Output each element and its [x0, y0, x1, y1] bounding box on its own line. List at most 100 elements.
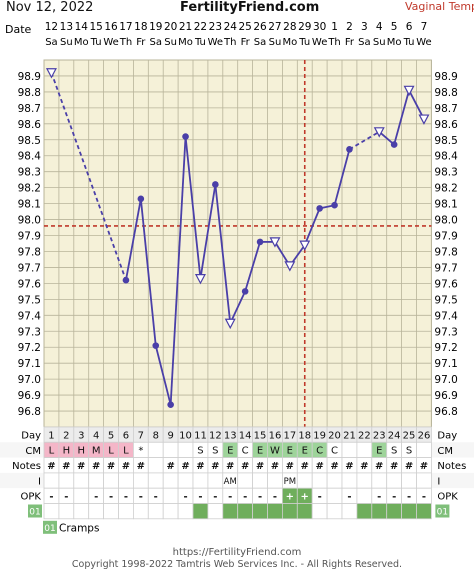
temp-segment — [125, 198, 142, 281]
row-cell — [237, 472, 253, 489]
y-tick-label-right: 97.2 — [434, 342, 457, 354]
cycle-cell — [281, 503, 298, 520]
row-cell — [416, 441, 432, 458]
row-cell-text: M — [92, 446, 101, 457]
y-tick-label-right: 97.7 — [434, 262, 457, 274]
row-cell-text: W — [270, 446, 280, 457]
row-cell — [416, 472, 432, 489]
temp-segment — [184, 136, 202, 279]
cycle-cell — [43, 503, 60, 520]
weekday-label: Th — [119, 37, 132, 48]
temp-point-open — [194, 274, 206, 285]
weekday-label: Sa — [45, 37, 57, 48]
row-cell-text: # — [256, 461, 264, 472]
weekday-label: Sa — [358, 37, 370, 48]
y-tick-label-right: 98.5 — [434, 135, 457, 147]
footer-copyright: Copyright 1998-2022 Tamtris Web Services… — [71, 559, 403, 570]
y-tick-label-left: 98.7 — [18, 103, 41, 115]
temp-segment — [408, 89, 425, 120]
y-tick-label-right: 98.3 — [434, 167, 457, 179]
y-tick-label-left: 98.1 — [18, 199, 41, 211]
row-cell-text: # — [196, 461, 204, 472]
row-cell — [192, 472, 209, 489]
y-tick-label-left: 97.2 — [18, 342, 41, 354]
y-tick-label-left: 96.9 — [18, 390, 41, 402]
footer-url[interactable]: https://FertilityFriend.com — [172, 547, 302, 558]
row-cell-text: 1 — [48, 430, 54, 441]
temp-point-open — [45, 68, 57, 79]
cycle-cell — [386, 503, 403, 520]
row-cell — [207, 472, 224, 489]
cycle-cell — [58, 503, 75, 520]
row-cell-text: 16 — [269, 430, 282, 441]
row-cell — [356, 487, 373, 504]
weekday-label: Sa — [254, 37, 266, 48]
row-cell-text: # — [166, 461, 174, 472]
y-tick-label-left: 97.5 — [18, 294, 41, 306]
cycle-cell — [88, 503, 104, 520]
date-label: 13 — [60, 21, 73, 33]
date-label: 6 — [406, 21, 413, 33]
date-label: 28 — [283, 21, 296, 33]
row-cell-text: # — [405, 461, 413, 472]
temp-segment — [303, 208, 321, 246]
row-cell-text: - — [273, 492, 277, 503]
cycle-cell — [356, 503, 373, 520]
row-cell — [356, 441, 373, 458]
row-cell-text: 23 — [373, 430, 386, 441]
row-cell — [177, 441, 194, 458]
temp-point-open — [284, 261, 296, 272]
row-cell-text: E — [376, 446, 382, 457]
date-label: 26 — [253, 21, 267, 33]
chart-date: Nov 12, 2022 — [6, 0, 94, 15]
row-cell-text: - — [124, 492, 128, 503]
cycle-cell — [296, 503, 313, 520]
row-cell-text: 26 — [418, 430, 431, 441]
weekday-label: Su — [60, 37, 73, 48]
y-tick-label-right: 97.8 — [434, 246, 457, 258]
cycle-cell — [341, 503, 358, 520]
row-cell-text: # — [315, 461, 323, 472]
row-cell-text: C — [331, 446, 338, 457]
row-cell-text: 22 — [358, 430, 371, 441]
weekday-label: Tu — [298, 37, 310, 48]
row-cell-text: 9 — [167, 430, 173, 441]
row-cell-text: # — [286, 461, 294, 472]
row-cell-text: # — [271, 461, 279, 472]
row-cell-text: - — [243, 492, 247, 503]
row-cell-text: 13 — [224, 430, 237, 441]
row-cell-text: - — [94, 492, 98, 503]
row-cell-text: - — [318, 492, 322, 503]
temp-point — [122, 276, 130, 284]
y-tick-label-right: 97.5 — [434, 294, 457, 306]
date-label: 2 — [346, 21, 353, 33]
row-cell-text: - — [64, 492, 68, 503]
row-cell-text: 11 — [194, 430, 207, 441]
cycle-cell — [237, 503, 253, 520]
y-tick-label-left: 98.0 — [18, 215, 41, 227]
notes-row-label-right: Notes — [437, 461, 466, 472]
temp-segment-dashed — [50, 72, 127, 281]
y-tick-label-right: 97.0 — [434, 374, 457, 386]
row-cell-text: 14 — [239, 430, 252, 441]
y-tick-label-right: 98.7 — [434, 103, 457, 115]
row-cell-text: # — [181, 461, 189, 472]
row-cell-text: # — [226, 461, 234, 472]
row-cell-text: # — [211, 461, 219, 472]
weekday-label: Th — [327, 37, 340, 48]
cycle-tag-left — [28, 504, 42, 518]
row-cell — [73, 487, 90, 504]
cycle-cell — [177, 503, 194, 520]
row-cell-text: - — [422, 492, 426, 503]
cycle-cell — [222, 503, 239, 520]
cycle-tag-right — [435, 504, 450, 518]
row-cell-text: - — [258, 492, 262, 503]
row-cell-text: S — [197, 446, 203, 457]
temp-point — [212, 181, 219, 188]
row-cell-text: - — [183, 492, 187, 503]
date-label: 17 — [119, 21, 132, 33]
row-cell-text: 21 — [343, 430, 356, 441]
row-cell-text: C — [316, 446, 323, 457]
row-cell — [341, 441, 358, 458]
weekday-label: Sa — [150, 37, 162, 48]
